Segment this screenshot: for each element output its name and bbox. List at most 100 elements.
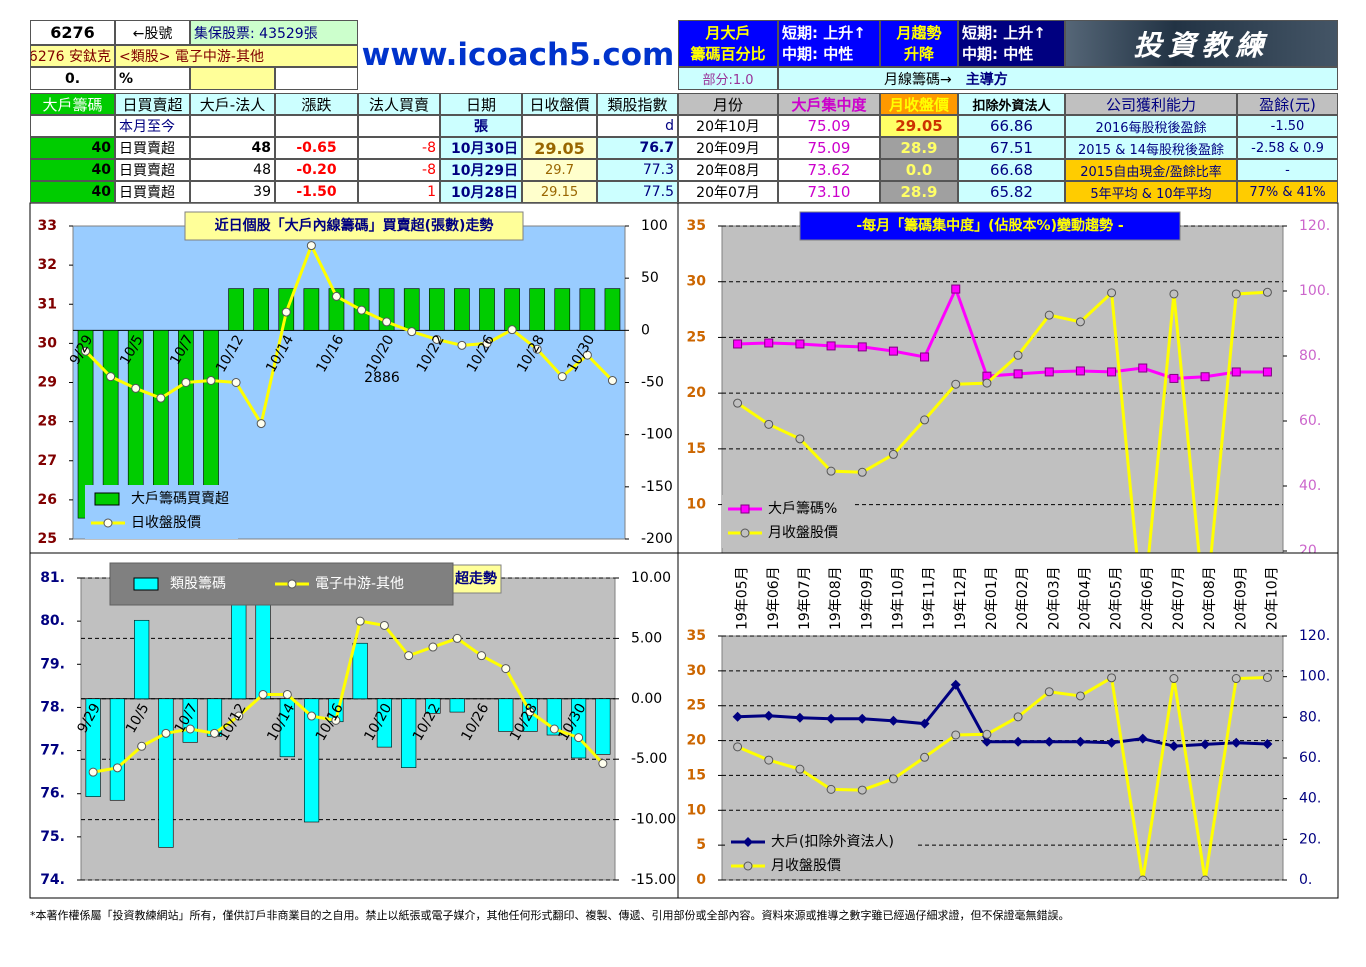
column-header: 日期 — [440, 93, 522, 115]
plot-marks — [733, 284, 1272, 553]
marker — [457, 340, 467, 350]
tick-label: 75. — [40, 829, 65, 845]
tick-label: -50 — [641, 375, 664, 391]
marker — [1169, 674, 1179, 684]
tick-label: 10 — [687, 497, 707, 513]
column-header: 大戶籌碼 — [30, 93, 115, 115]
marker — [106, 372, 116, 382]
table-cell — [275, 115, 358, 137]
tick-label: 25 — [38, 531, 57, 547]
table-cell: -1.50 — [1237, 115, 1338, 137]
x-tick-label: 20年02月 — [1015, 566, 1031, 630]
tick-label: -15.00 — [631, 872, 676, 888]
marker — [477, 651, 486, 661]
x-tick-label: 19年05月 — [735, 566, 751, 630]
legend-label: 類股籌碼 — [170, 576, 226, 592]
marker — [1262, 672, 1272, 682]
tick-label: -10.00 — [631, 812, 676, 828]
label: 籌碼百分比 — [690, 44, 766, 63]
column-header: 大戶-法人 — [190, 93, 275, 115]
marker — [1137, 733, 1148, 744]
legend-label: 月收盤股價 — [768, 524, 838, 541]
x-tick-label: 19年12月 — [953, 566, 969, 630]
table-cell: 66.68 — [958, 159, 1065, 181]
column-header: 法人買賣 — [358, 93, 440, 115]
bar — [253, 288, 270, 331]
marker — [794, 712, 805, 723]
label: 月趨勢 — [896, 23, 942, 42]
marker — [743, 861, 753, 871]
table-cell: 日買賣超 — [115, 181, 190, 203]
marker — [951, 284, 961, 294]
marker — [920, 352, 930, 362]
marker — [1231, 737, 1242, 748]
table-cell: 29.15 — [522, 181, 597, 203]
tick-label: 0. — [1299, 872, 1312, 888]
table-cell: 65.82 — [958, 181, 1065, 203]
bar — [403, 288, 420, 331]
tick-label: 33 — [38, 218, 57, 234]
bar — [109, 698, 125, 801]
legend-label: 月收盤股價 — [771, 857, 841, 874]
tick-label: 120. — [1299, 218, 1330, 234]
tick-label: 15 — [687, 441, 706, 457]
tick-label: 30 — [687, 663, 707, 679]
tick-label: -150 — [641, 479, 673, 495]
table-cell — [30, 115, 115, 137]
bar — [579, 288, 596, 331]
marker — [379, 620, 389, 630]
x-tick-label: 19年08月 — [828, 566, 844, 630]
table-cell — [522, 115, 597, 137]
tick-label: 78. — [40, 699, 65, 715]
marker — [607, 376, 617, 386]
marker — [1044, 687, 1054, 697]
table-cell: 本月至今 — [115, 115, 190, 137]
tick-label: 50 — [641, 270, 659, 286]
tick-label: 28 — [38, 414, 57, 430]
bar — [304, 698, 320, 823]
code-label: ←股號 — [115, 20, 190, 45]
marker — [981, 736, 992, 747]
tick-label: 80. — [1299, 348, 1321, 364]
marker — [920, 752, 930, 762]
marker — [258, 689, 268, 699]
x-tick-label: 19年09月 — [859, 566, 875, 630]
marker — [557, 372, 567, 382]
table-cell: 20年09月 — [678, 137, 778, 159]
tick-label: -5.00 — [631, 751, 667, 767]
marker — [795, 339, 805, 349]
legend-label: 日收盤股價 — [131, 514, 201, 531]
table-cell: 10月30日 — [440, 137, 522, 159]
table-cell: 29.05 — [522, 137, 597, 159]
column-header: 類股指數 — [597, 93, 678, 115]
marker — [1200, 875, 1210, 880]
marker — [404, 651, 414, 661]
marker — [888, 449, 898, 459]
column-header: 月收盤價 — [880, 93, 958, 115]
marker — [733, 339, 743, 349]
monthly-trend-cell: 月趨勢 升降 — [880, 20, 958, 67]
trend-cell: 短期: 上升↑ 中期: 中性 — [778, 20, 880, 67]
table-cell: 5年平均 & 10年平均 — [1065, 181, 1237, 203]
bar — [454, 288, 470, 331]
marker — [1200, 739, 1211, 750]
bar — [134, 619, 150, 700]
plot-marks — [732, 672, 1273, 880]
marker — [501, 664, 511, 674]
column-header: 扣除外資法人 — [958, 93, 1065, 115]
table-cell: 77.5 — [597, 181, 678, 203]
marker — [857, 342, 867, 352]
bar — [158, 698, 174, 848]
label: 中期: 中性 — [962, 44, 1034, 63]
legend-swatch — [94, 492, 120, 506]
marker — [382, 317, 392, 327]
x-tick-label: 19年11月 — [922, 566, 938, 630]
table-cell: 76.7 — [597, 137, 678, 159]
legend-label: 大戶籌碼% — [768, 501, 837, 517]
column-header: 盈餘(元) — [1237, 93, 1338, 115]
blank-cell — [190, 67, 275, 90]
tick-label: 25 — [687, 698, 706, 714]
tick-label: 60. — [1299, 750, 1321, 766]
marker — [1262, 739, 1273, 750]
marker — [582, 350, 592, 360]
